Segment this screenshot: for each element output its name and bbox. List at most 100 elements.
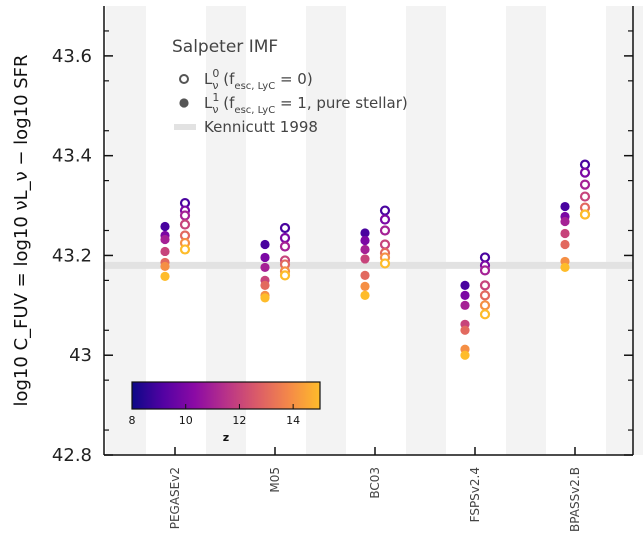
legend-filled-circle xyxy=(179,98,189,108)
data-point xyxy=(379,239,391,250)
background-band xyxy=(306,6,346,455)
y-tick-label: 42.8 xyxy=(52,445,92,466)
data-point xyxy=(479,290,491,301)
legend-entry-label: Kennicutt 1998 xyxy=(204,118,318,136)
data-point xyxy=(160,271,170,281)
y-axis-label-group: log10 C_FUV = log10 νL_ν − log10 SFR xyxy=(11,54,32,406)
data-point xyxy=(179,210,191,221)
data-point xyxy=(560,228,570,239)
x-category-label: BC03 xyxy=(368,467,382,499)
y-tick-label: 43.4 xyxy=(52,146,92,167)
legend-label-text: L xyxy=(204,94,213,112)
data-point xyxy=(160,221,170,232)
legend-label-paren: (f xyxy=(219,94,236,112)
data-point xyxy=(379,205,391,216)
y-ticks: 42.8 43 43.2 43.4 43.6 xyxy=(52,30,633,466)
data-point xyxy=(260,262,270,273)
colorbar-tick-label: 12 xyxy=(232,414,246,427)
colorbar-label: z xyxy=(223,431,229,444)
data-point xyxy=(579,159,591,170)
data-point xyxy=(360,228,370,238)
data-point xyxy=(560,216,570,227)
y-tick-label: 43.6 xyxy=(52,46,92,67)
colorbar-tick-label: 14 xyxy=(286,414,300,427)
legend-entry-label: L1 ν (fesc, LyC = 1, pure stellar) xyxy=(204,91,408,116)
data-point xyxy=(460,300,470,310)
data-point xyxy=(360,235,370,246)
data-point xyxy=(560,262,570,273)
legend-label-sub: ν xyxy=(212,103,218,116)
data-point xyxy=(160,261,170,272)
colorbar: 8 10 12 14 z xyxy=(129,381,321,444)
data-point xyxy=(579,209,591,220)
data-point xyxy=(560,201,570,212)
legend-label-paren: (f xyxy=(219,70,236,88)
y-tick-label: 43 xyxy=(69,345,92,366)
data-point xyxy=(360,254,370,264)
legend-label-text: Kennicutt 1998 xyxy=(204,118,318,136)
background-band xyxy=(506,6,546,455)
data-point xyxy=(160,246,170,257)
legend-title: Salpeter IMF xyxy=(172,37,278,57)
data-point xyxy=(479,300,491,311)
data-point xyxy=(460,350,470,360)
data-point xyxy=(560,239,570,250)
data-point xyxy=(260,280,270,290)
colorbar-rect xyxy=(131,381,321,410)
data-point xyxy=(260,239,270,250)
legend-label-sup: 1 xyxy=(212,91,219,104)
colorbar-tick-label: 8 xyxy=(129,414,136,427)
legend-label-rest: = 1, pure stellar) xyxy=(275,94,408,112)
data-point xyxy=(360,244,370,255)
data-point xyxy=(579,179,591,190)
legend-label-sup: 0 xyxy=(212,67,219,80)
background-band xyxy=(406,6,446,455)
data-point xyxy=(279,232,291,244)
data-point xyxy=(279,270,291,281)
data-point xyxy=(379,225,391,236)
data-point xyxy=(579,167,591,178)
data-point xyxy=(460,290,470,300)
legend-open-circle xyxy=(179,74,189,84)
data-point xyxy=(260,252,270,263)
data-point xyxy=(279,222,291,234)
x-category-label: M05 xyxy=(268,467,282,493)
data-point xyxy=(460,280,470,290)
data-point xyxy=(179,244,191,255)
data-point xyxy=(279,241,291,252)
x-category-label: FSPSv2.4 xyxy=(468,467,482,522)
data-point xyxy=(379,214,391,225)
legend-label-text: L xyxy=(204,70,213,88)
legend-label-psub: esc, LyC xyxy=(234,105,275,116)
category-labels: PEGASEv2 M05 BC03 FSPSv2.4 BPASSv2.B xyxy=(168,447,582,532)
data-point xyxy=(179,219,191,230)
data-point xyxy=(360,290,370,300)
legend-label-rest: = 0) xyxy=(275,70,313,88)
data-point xyxy=(460,325,470,335)
background-bands xyxy=(106,6,643,455)
data-points xyxy=(160,159,591,360)
background-band xyxy=(206,6,246,455)
data-point xyxy=(479,265,491,276)
background-band xyxy=(606,6,643,455)
data-point xyxy=(260,293,270,303)
data-point xyxy=(360,270,370,280)
legend-label-psub: esc, LyC xyxy=(234,81,275,92)
legend-entry-label: L0 ν (fesc, LyC = 0) xyxy=(204,67,313,92)
data-point xyxy=(479,252,491,263)
y-axis-label: log10 C_FUV = log10 νL_ν − log10 SFR xyxy=(11,54,32,406)
data-point xyxy=(360,281,370,291)
y-tick-label: 43.2 xyxy=(52,245,92,266)
x-category-label: PEGASEv2 xyxy=(168,467,182,529)
data-point xyxy=(579,191,591,202)
data-point xyxy=(379,258,391,269)
x-category-label: BPASSv2.B xyxy=(568,467,582,532)
background-band xyxy=(106,6,146,455)
legend-label-sub: ν xyxy=(212,79,218,92)
data-point xyxy=(479,280,491,291)
data-point xyxy=(160,234,170,245)
data-point xyxy=(479,309,491,320)
colorbar-tick-label: 10 xyxy=(179,414,193,427)
